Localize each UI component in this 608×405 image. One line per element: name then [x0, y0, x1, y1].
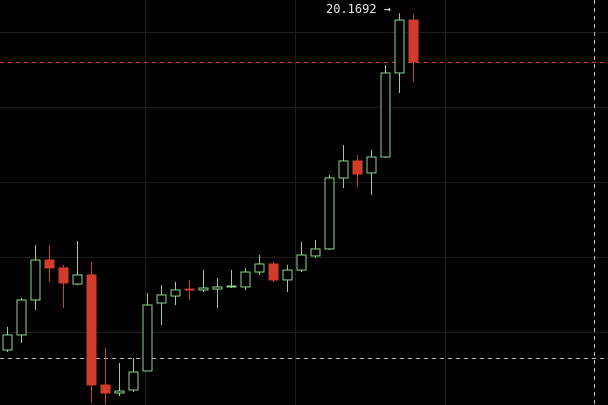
- candle-body: [226, 285, 237, 288]
- candle-body: [296, 254, 307, 271]
- candle-body: [44, 259, 55, 269]
- candle-body: [30, 259, 41, 301]
- candle-body: [86, 274, 97, 386]
- candle-body: [254, 263, 265, 273]
- annotation: 20.1692 →: [326, 2, 391, 16]
- candle-body: [212, 286, 223, 290]
- candle-body: [338, 160, 349, 179]
- candle-body: [310, 248, 321, 257]
- candle-body: [352, 160, 363, 175]
- candle-body: [184, 288, 195, 291]
- candle-body: [58, 267, 69, 284]
- candle-body: [16, 299, 27, 336]
- candle-body: [156, 294, 167, 304]
- candle-body: [366, 156, 377, 174]
- candle-body: [72, 274, 83, 285]
- candle-body: [408, 19, 419, 63]
- candle-body: [128, 371, 139, 391]
- candle-body: [240, 271, 251, 288]
- candle-body: [394, 19, 405, 74]
- candle-body: [114, 390, 125, 394]
- candle-body: [198, 287, 209, 291]
- candle-body: [170, 289, 181, 297]
- candle-body: [324, 177, 335, 250]
- candle-body: [142, 304, 153, 372]
- candle-body: [2, 334, 13, 351]
- candle-body: [380, 72, 391, 158]
- candle-body: [100, 384, 111, 394]
- candle-body: [268, 263, 279, 281]
- candle-body: [282, 269, 293, 281]
